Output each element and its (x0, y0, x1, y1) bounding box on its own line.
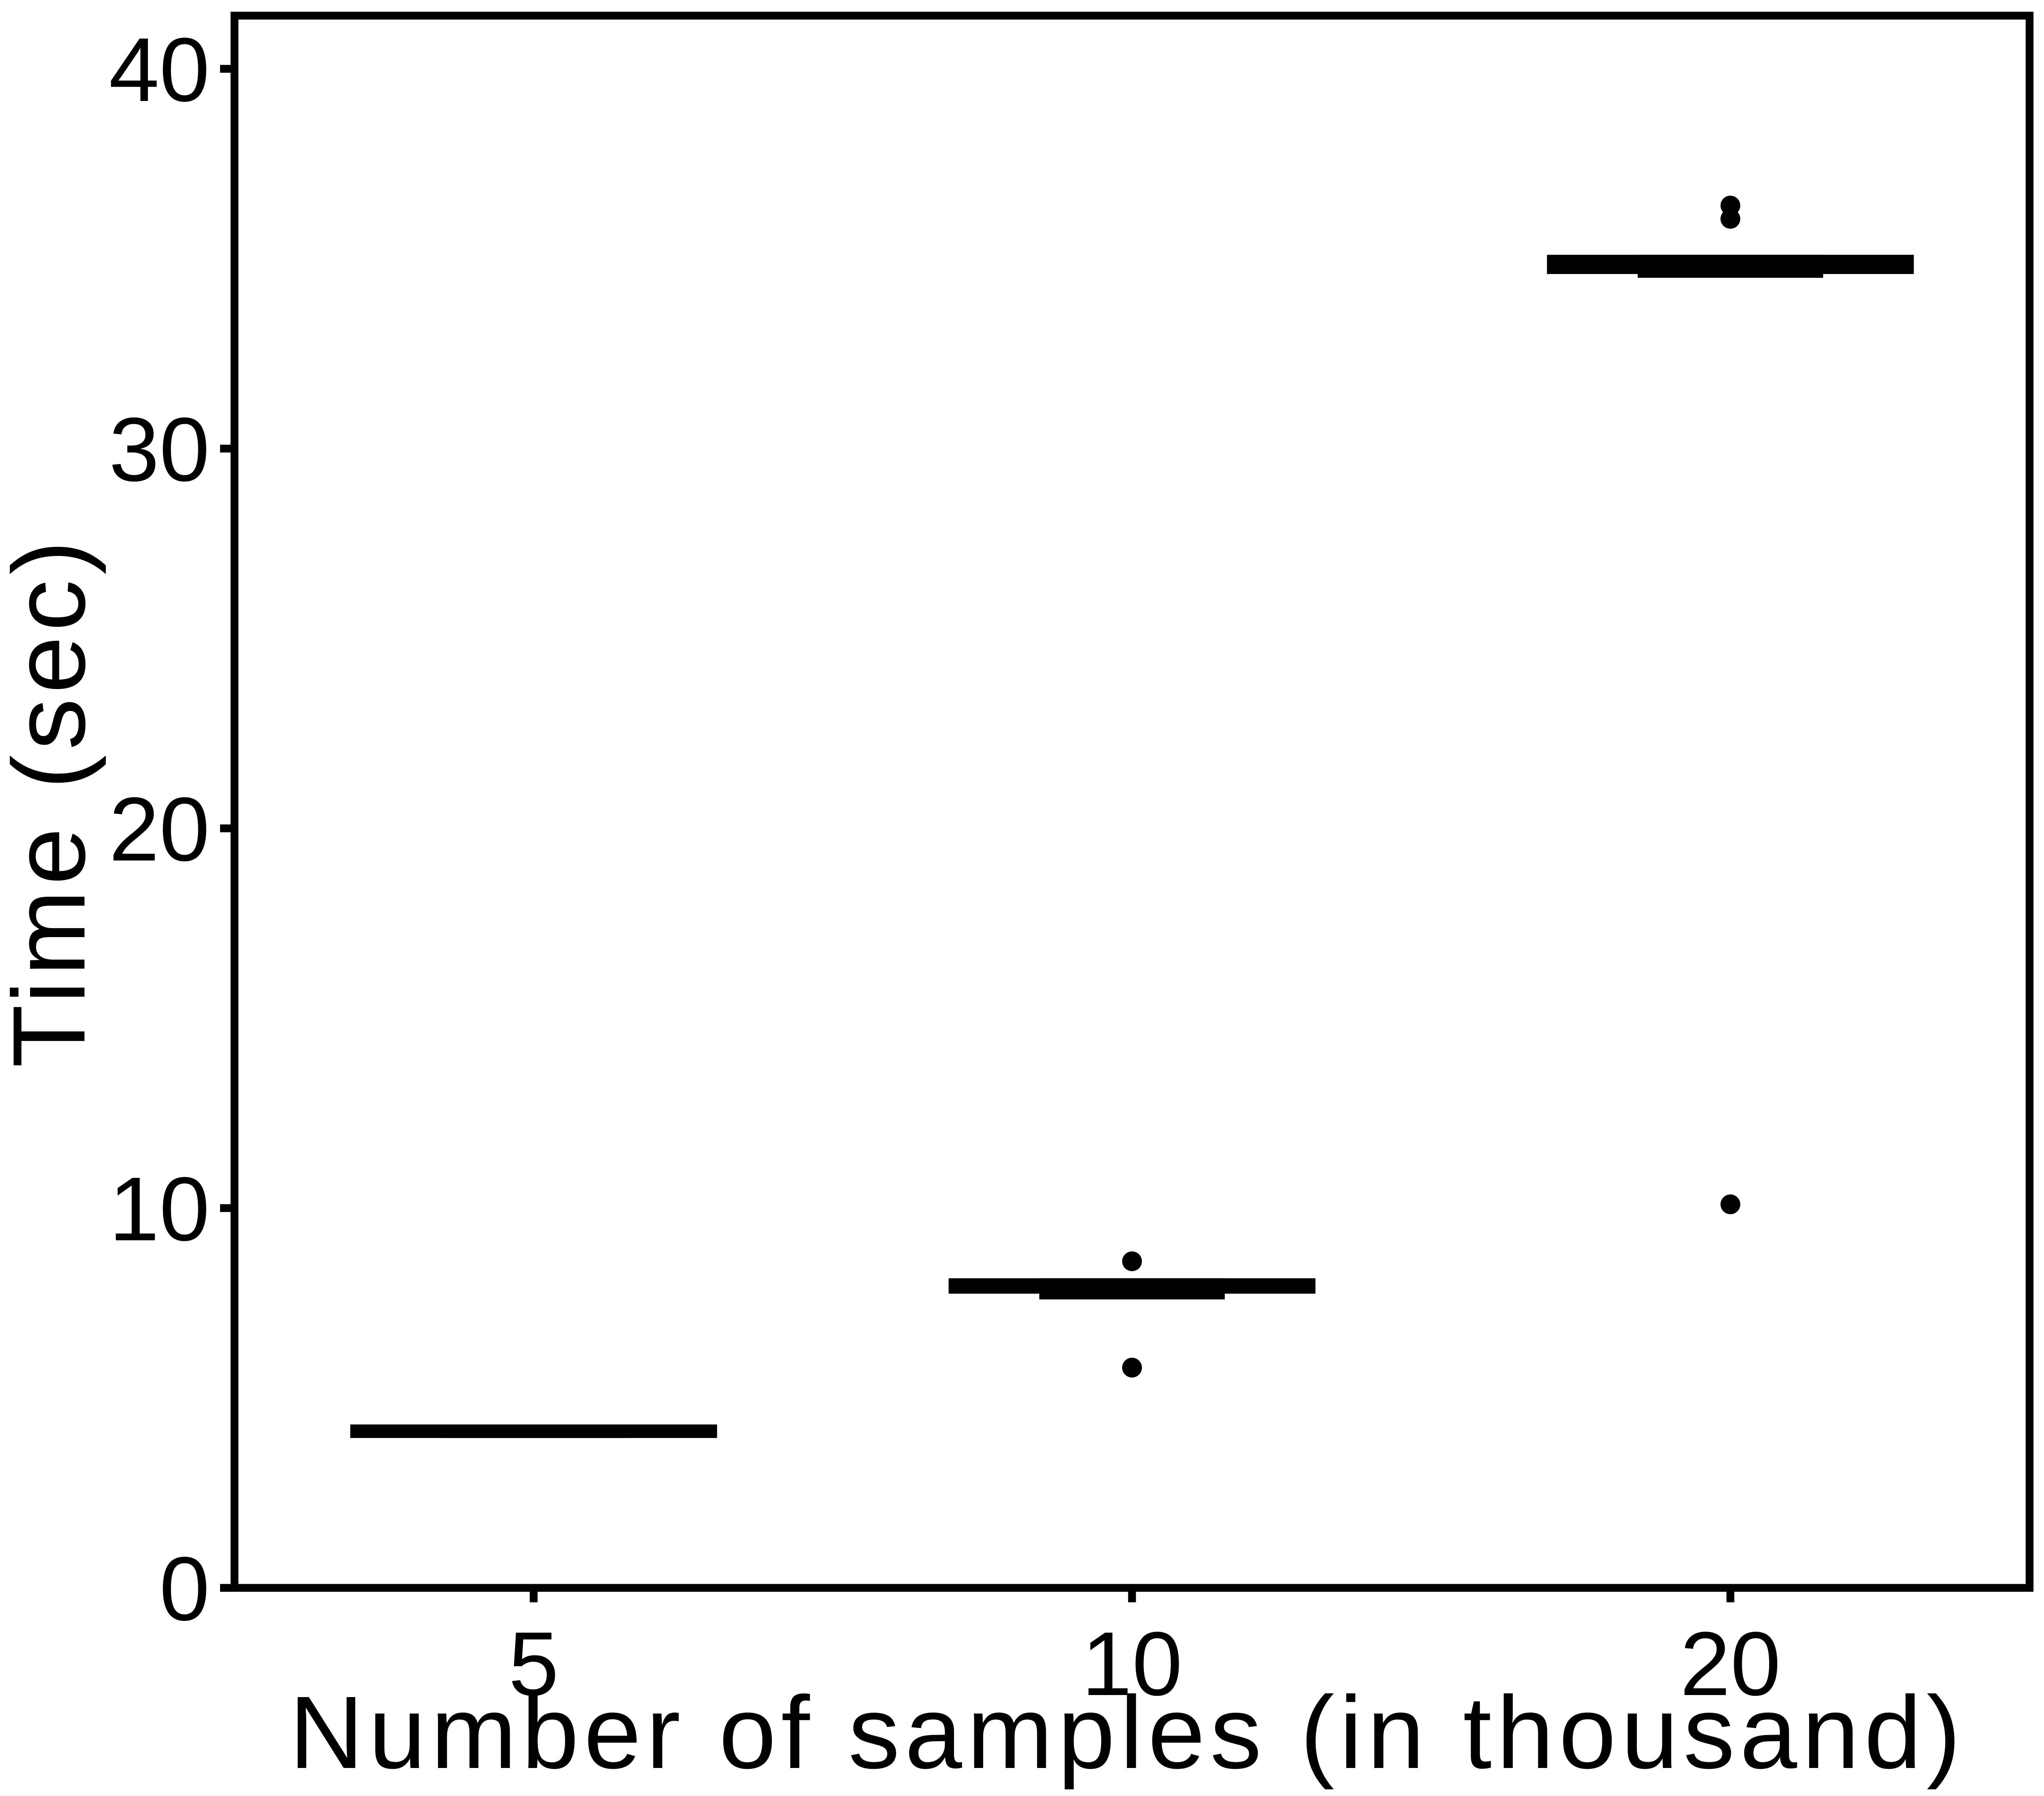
x-axis-label: Number of samples (in thousand) (289, 1675, 1966, 1790)
x-tick-label: 20 (1680, 1613, 1781, 1714)
y-tick-label: 10 (109, 1158, 210, 1260)
y-tick-label: 0 (159, 1538, 210, 1639)
y-tick-label: 20 (109, 778, 210, 880)
outlier (1122, 1251, 1142, 1271)
outlier (1122, 1358, 1142, 1378)
outlier (1721, 1194, 1740, 1215)
outlier (1721, 195, 1740, 216)
y-tick-label: 40 (109, 19, 210, 120)
x-tick-label: 10 (1082, 1613, 1183, 1714)
y-tick-label: 30 (109, 399, 210, 500)
y-axis-label: Time (sec) (0, 535, 106, 1067)
plot-frame (230, 12, 2034, 1592)
x-tick-label: 5 (509, 1613, 559, 1714)
